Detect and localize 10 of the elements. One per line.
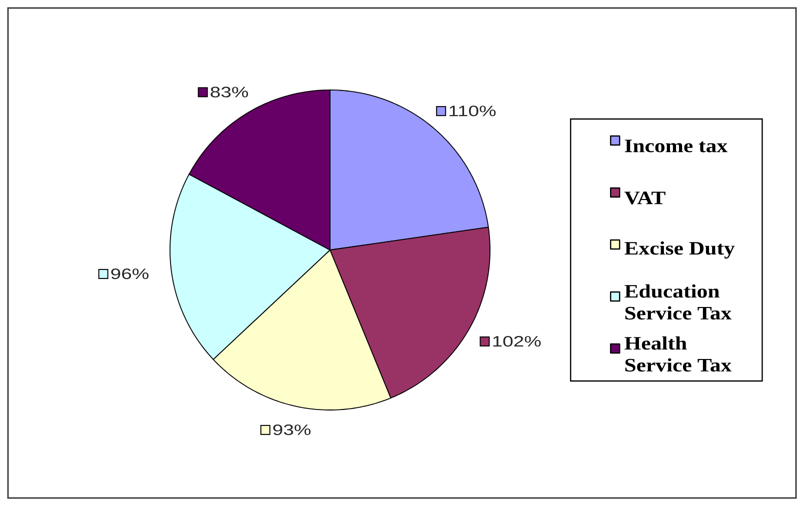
data-label: 83% [210, 86, 248, 98]
legend-label: Health Service Tax [624, 336, 732, 372]
legend-label: Income tax [624, 140, 728, 152]
data-label: 96% [111, 268, 148, 280]
data-label: 110% [450, 106, 496, 116]
data-label: 93% [273, 424, 311, 436]
legend-label: VAT [624, 192, 666, 204]
legend-label: Education Service Tax [624, 284, 732, 320]
legend-label: Excise Duty [624, 241, 735, 259]
data-label: 102% [493, 336, 541, 347]
